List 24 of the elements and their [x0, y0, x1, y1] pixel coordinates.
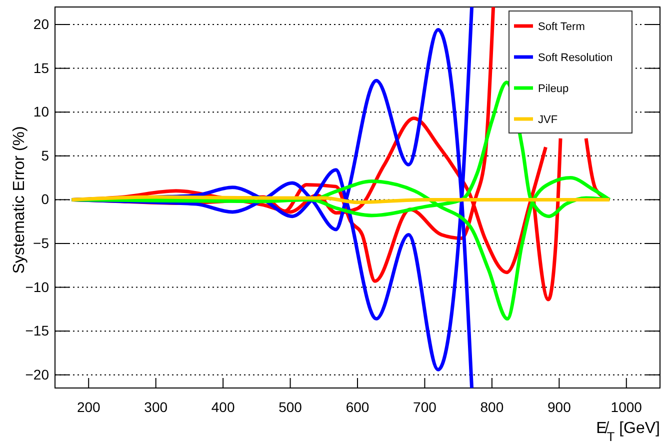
x-axis-title: E̸$_{T}$ [GeV]: [596, 420, 660, 443]
x-tick-label: 1000: [610, 398, 642, 415]
x-tick-label: 300: [144, 398, 168, 415]
y-tick-label: 15: [33, 60, 50, 76]
y-tick-label: 10: [33, 104, 50, 120]
y-axis-title: Systematic Error (%): [11, 126, 28, 274]
y-tick-label: 20: [33, 16, 50, 32]
y-tick-label: −15: [25, 322, 50, 339]
y-tick-label: 5: [41, 147, 50, 164]
x-tick-label: 600: [346, 398, 370, 415]
y-tick-label: −5: [33, 234, 50, 251]
legend-label: Pileup: [538, 83, 569, 95]
legend-label: Soft Resolution: [538, 52, 613, 64]
x-tick-label: 900: [547, 398, 572, 415]
y-tick-label: 0: [41, 191, 50, 208]
y-tick-label: −10: [25, 278, 50, 295]
x-tick-label: 700: [413, 398, 437, 415]
x-tick-label: 800: [480, 398, 504, 415]
legend-label: JVF: [538, 114, 558, 126]
x-tick-label: 400: [211, 398, 235, 415]
x-tick-label: 200: [76, 398, 101, 415]
x-tick-label: 500: [278, 398, 302, 415]
legend-label: Soft Term: [538, 21, 585, 33]
y-tick-label: −20: [25, 366, 50, 382]
